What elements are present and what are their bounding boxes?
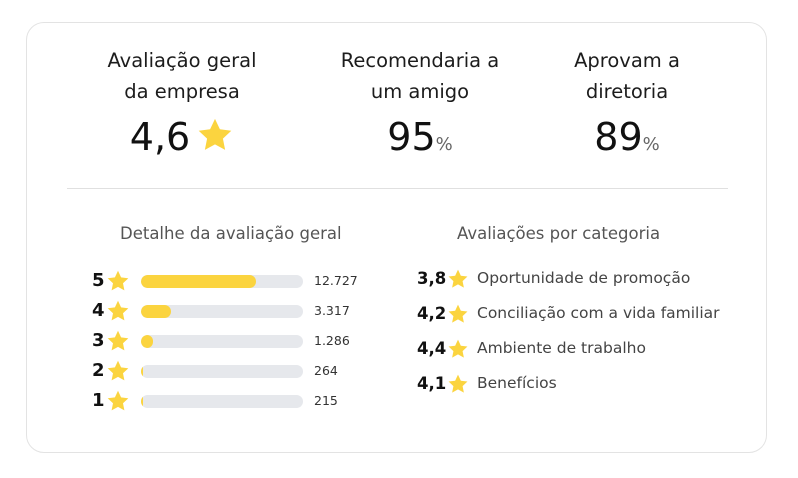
ratings-summary: Avaliação geral da empresa 4,6 Recomenda…: [27, 45, 766, 195]
recommend-value: 95: [387, 115, 436, 159]
rating-bar-fill: [141, 365, 144, 378]
category-row: 3,8 Oportunidade de promoção: [417, 268, 747, 303]
category-name: Conciliação com a vida familiar: [477, 304, 720, 322]
rating-bar-fill: [141, 335, 153, 348]
rating-row-count: 12.727: [314, 273, 358, 288]
category-name: Benefícios: [477, 374, 557, 392]
recommend-unit: %: [435, 134, 453, 155]
rating-bar-track: [141, 395, 303, 408]
overall-rating: Avaliação geral da empresa 4,6: [97, 45, 267, 159]
rating-bar-fill: [141, 395, 143, 408]
approve-label: Aprovam a diretoria: [574, 49, 680, 103]
rating-bar-track: [141, 275, 303, 288]
rating-row-stars: 1: [92, 390, 105, 411]
approve-unit: %: [642, 134, 660, 155]
rating-bar-track: [141, 335, 303, 348]
star-icon: [448, 269, 468, 288]
rating-row-count: 215: [314, 393, 338, 408]
rating-row-stars: 4: [92, 300, 105, 321]
rating-row: 3 1.286: [92, 328, 412, 358]
ratings-card: Avaliação geral da empresa 4,6 Recomenda…: [26, 22, 767, 453]
categories-title: Avaliações por categoria: [457, 224, 661, 243]
star-icon: [107, 270, 129, 291]
recommend-rating: Recomendaria a um amigo 95%: [330, 45, 510, 167]
rating-bar-fill: [141, 305, 171, 318]
rating-row-stars: 2: [92, 360, 105, 381]
rating-row-stars: 5: [92, 270, 105, 291]
rating-row: 4 3.317: [92, 298, 412, 328]
overall-rating-value: 4,6: [129, 115, 191, 159]
rating-bar-track: [141, 305, 303, 318]
star-icon: [448, 339, 468, 358]
rating-row-count: 264: [314, 363, 338, 378]
rating-row-stars: 3: [92, 330, 105, 351]
recommend-label: Recomendaria a um amigo: [340, 49, 500, 103]
rating-row-count: 3.317: [314, 303, 350, 318]
category-score: 3,8: [417, 269, 447, 288]
category-score: 4,4: [417, 339, 447, 358]
category-ratings: 3,8 Oportunidade de promoção 4,2 Concili…: [417, 268, 747, 408]
rating-row: 5 12.727: [92, 268, 412, 298]
rating-distribution: 5 12.727 4 3.317 3 1.286 2 264 1 215: [92, 268, 412, 418]
category-row: 4,2 Conciliação com a vida familiar: [417, 303, 747, 338]
star-icon: [107, 330, 129, 351]
approve-value: 89: [594, 115, 643, 159]
rating-bar-fill: [141, 275, 257, 288]
category-score: 4,2: [417, 304, 447, 323]
rating-row: 1 215: [92, 388, 412, 418]
star-icon: [448, 304, 468, 323]
category-row: 4,1 Benefícios: [417, 373, 747, 408]
detail-title: Detalhe da avaliação geral: [120, 224, 342, 243]
approve-rating: Aprovam a diretoria 89%: [552, 45, 702, 167]
overall-rating-label: Avaliação geral da empresa: [107, 49, 257, 103]
star-icon: [107, 390, 129, 411]
star-icon: [198, 118, 232, 150]
rating-bar-track: [141, 365, 303, 378]
category-score: 4,1: [417, 374, 447, 393]
rating-row: 2 264: [92, 358, 412, 388]
category-name: Ambiente de trabalho: [477, 339, 646, 357]
section-divider: [67, 188, 728, 189]
star-icon: [448, 374, 468, 393]
star-icon: [107, 300, 129, 321]
star-icon: [107, 360, 129, 381]
category-row: 4,4 Ambiente de trabalho: [417, 338, 747, 373]
rating-row-count: 1.286: [314, 333, 350, 348]
category-name: Oportunidade de promoção: [477, 269, 691, 287]
